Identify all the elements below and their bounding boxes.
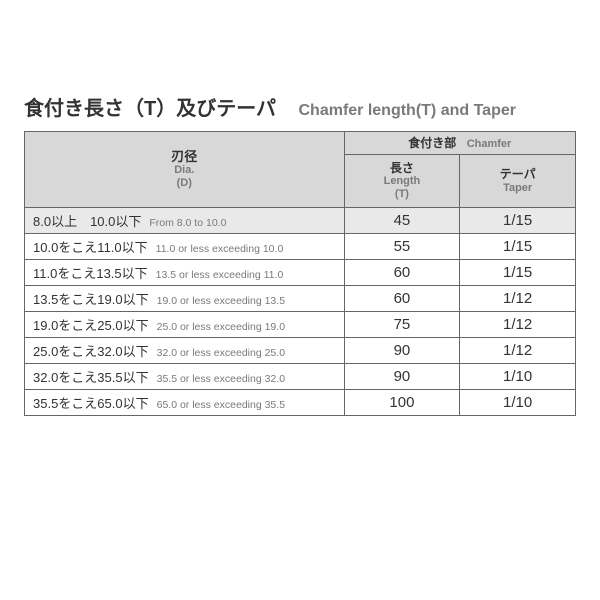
table-row: 10.0をこえ11.0以下 11.0 or less exceeding 10.0… <box>25 234 576 260</box>
taper-cell: 1/10 <box>460 390 576 416</box>
dia-en: From 8.0 to 10.0 <box>149 217 226 229</box>
length-cell: 90 <box>344 364 460 390</box>
length-cell: 90 <box>344 338 460 364</box>
title-en: Chamfer length(T) and Taper <box>298 102 516 119</box>
length-cell: 60 <box>344 286 460 312</box>
header-length: 長さ Length (T) <box>344 155 460 208</box>
dia-jp: 11.0をこえ13.5以下 <box>33 266 148 281</box>
taper-cell: 1/10 <box>460 364 576 390</box>
title-jp: 食付き長さ（T）及びテーパ <box>24 98 276 120</box>
dia-en: 19.0 or less exceeding 13.5 <box>157 295 285 307</box>
header-chamfer-group: 食付き部 Chamfer <box>344 132 575 155</box>
taper-cell: 1/15 <box>460 208 576 234</box>
taper-cell: 1/15 <box>460 260 576 286</box>
length-cell: 75 <box>344 312 460 338</box>
table-row: 32.0をこえ35.5以下 35.5 or less exceeding 32.0… <box>25 364 576 390</box>
dia-en: 11.0 or less exceeding 10.0 <box>156 243 284 255</box>
dia-cell: 32.0をこえ35.5以下 35.5 or less exceeding 32.0 <box>25 364 345 390</box>
table-row: 11.0をこえ13.5以下 13.5 or less exceeding 11.0… <box>25 260 576 286</box>
dia-cell: 19.0をこえ25.0以下 25.0 or less exceeding 19.0 <box>25 312 345 338</box>
header-taper-jp: テーパ <box>460 167 575 181</box>
header-dia-en1: Dia. <box>25 164 344 177</box>
dia-jp: 35.5をこえ65.0以下 <box>33 396 149 411</box>
header-length-en1: Length <box>345 175 460 188</box>
table-row: 19.0をこえ25.0以下 25.0 or less exceeding 19.0… <box>25 312 576 338</box>
dia-en: 13.5 or less exceeding 11.0 <box>156 269 284 281</box>
dia-cell: 11.0をこえ13.5以下 13.5 or less exceeding 11.0 <box>25 260 345 286</box>
length-cell: 60 <box>344 260 460 286</box>
dia-jp: 19.0をこえ25.0以下 <box>33 318 149 333</box>
table-row: 13.5をこえ19.0以下 19.0 or less exceeding 13.5… <box>25 286 576 312</box>
taper-cell: 1/15 <box>460 234 576 260</box>
dia-cell: 25.0をこえ32.0以下 32.0 or less exceeding 25.0 <box>25 338 345 364</box>
header-group-jp: 食付き部 <box>408 136 456 150</box>
header-taper-en: Taper <box>460 182 575 195</box>
page-title: 食付き長さ（T）及びテーパ Chamfer length(T) and Tape… <box>24 92 576 121</box>
table-row: 25.0をこえ32.0以下 32.0 or less exceeding 25.0… <box>25 338 576 364</box>
dia-cell: 35.5をこえ65.0以下 65.0 or less exceeding 35.5 <box>25 390 345 416</box>
header-dia-jp: 刃径 <box>25 149 344 165</box>
dia-en: 65.0 or less exceeding 35.5 <box>157 399 285 411</box>
dia-jp: 25.0をこえ32.0以下 <box>33 344 149 359</box>
header-length-en2: (T) <box>345 188 460 201</box>
dia-en: 25.0 or less exceeding 19.0 <box>157 321 285 333</box>
dia-en: 32.0 or less exceeding 25.0 <box>157 347 285 359</box>
header-taper: テーパ Taper <box>460 155 576 208</box>
dia-en: 35.5 or less exceeding 32.0 <box>157 373 285 385</box>
length-cell: 55 <box>344 234 460 260</box>
taper-cell: 1/12 <box>460 312 576 338</box>
dia-jp: 8.0以上 10.0以下 <box>33 214 141 229</box>
dia-jp: 10.0をこえ11.0以下 <box>33 240 148 255</box>
header-length-jp: 長さ <box>345 161 460 175</box>
dia-cell: 10.0をこえ11.0以下 11.0 or less exceeding 10.0 <box>25 234 345 260</box>
dia-jp: 32.0をこえ35.5以下 <box>33 370 149 385</box>
dia-cell: 8.0以上 10.0以下 From 8.0 to 10.0 <box>25 208 345 234</box>
length-cell: 45 <box>344 208 460 234</box>
dia-jp: 13.5をこえ19.0以下 <box>33 292 149 307</box>
table-row: 8.0以上 10.0以下 From 8.0 to 10.0 451/15 <box>25 208 576 234</box>
header-dia-en2: (D) <box>25 177 344 190</box>
taper-cell: 1/12 <box>460 338 576 364</box>
header-group-en: Chamfer <box>467 138 512 150</box>
table-row: 35.5をこえ65.0以下 65.0 or less exceeding 35.5… <box>25 390 576 416</box>
chamfer-table: 刃径 Dia. (D) 食付き部 Chamfer 長さ Length (T) テ… <box>24 131 576 416</box>
dia-cell: 13.5をこえ19.0以下 19.0 or less exceeding 13.5 <box>25 286 345 312</box>
header-dia: 刃径 Dia. (D) <box>25 132 345 208</box>
length-cell: 100 <box>344 390 460 416</box>
taper-cell: 1/12 <box>460 286 576 312</box>
